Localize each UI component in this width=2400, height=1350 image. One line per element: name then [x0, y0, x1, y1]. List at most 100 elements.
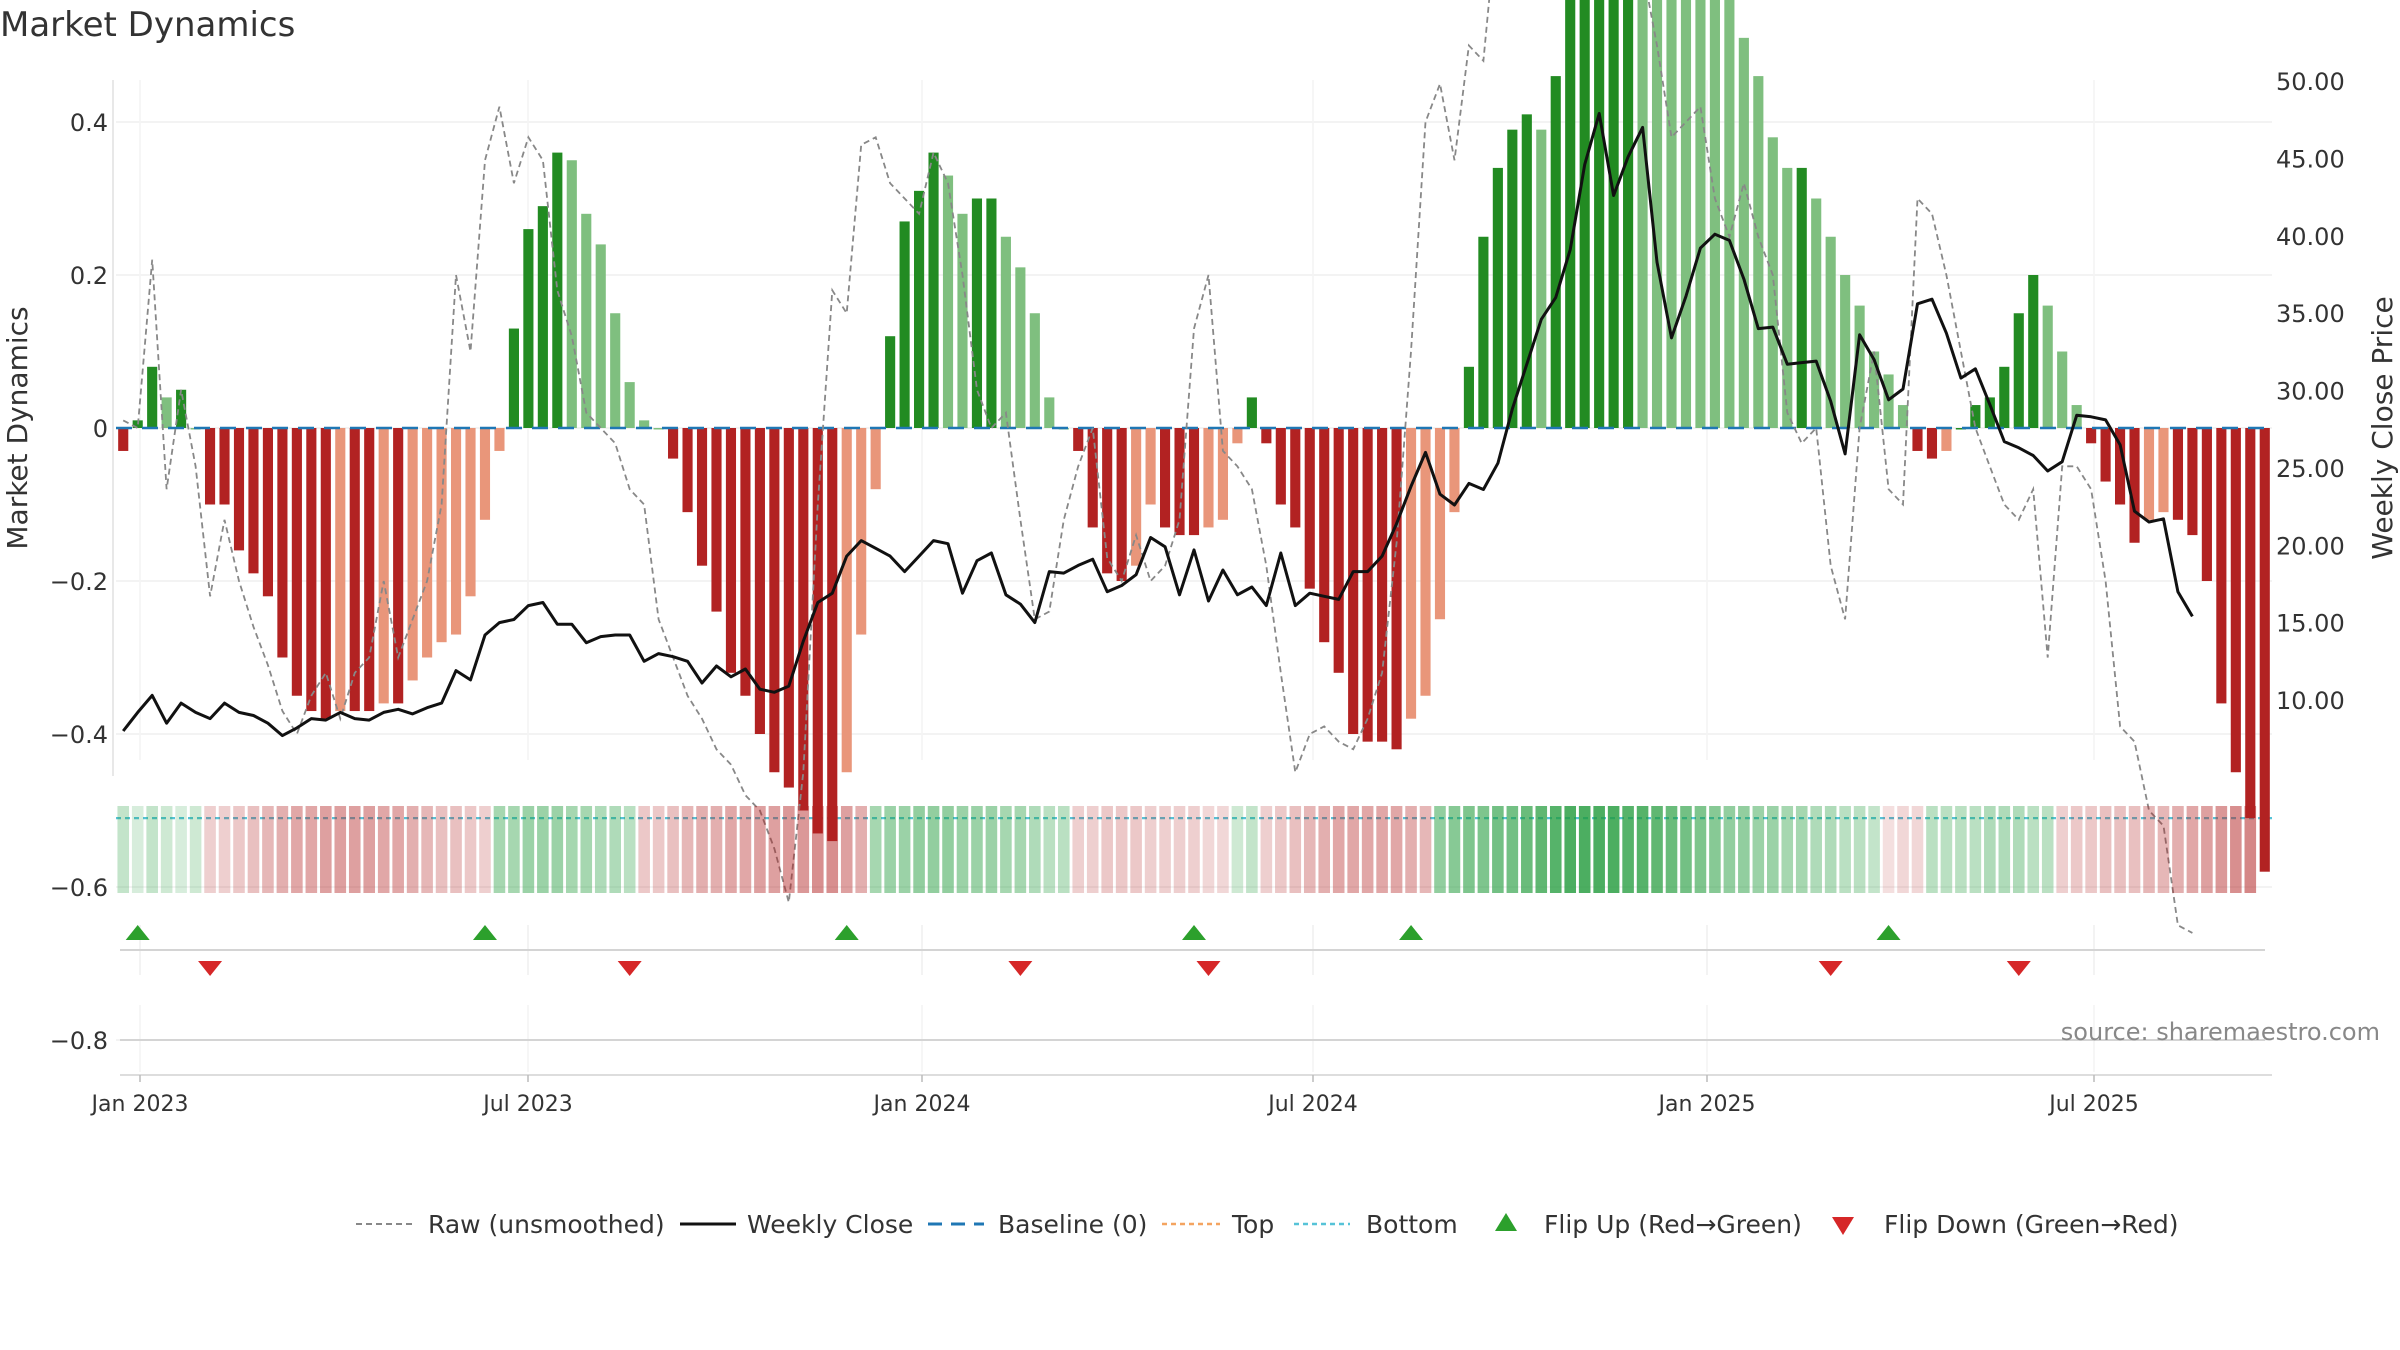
heat-cell — [2056, 806, 2068, 893]
heat-cell — [1173, 806, 1186, 893]
y2-tick-label: 40.00 — [2276, 223, 2345, 251]
x-tick-label: Jul 2024 — [1266, 1092, 1358, 1117]
heat-cell — [754, 806, 766, 893]
heat-cell — [1159, 806, 1171, 893]
dynamics-bar — [248, 428, 259, 574]
heat-cell — [652, 806, 665, 893]
heat-cell — [855, 806, 867, 893]
heat-cell — [1289, 806, 1302, 893]
heat-cell — [1246, 806, 1258, 893]
heat-cell — [233, 806, 245, 893]
heat-cell — [566, 806, 578, 893]
heat-cell — [956, 806, 969, 893]
flip-down-marker — [1818, 961, 1843, 976]
dynamics-bar — [450, 428, 462, 635]
dynamics-bar — [2187, 428, 2198, 536]
dynamics-bar — [2100, 428, 2111, 482]
heat-cell — [464, 806, 477, 893]
heat-cell — [971, 806, 983, 893]
dynamics-bar — [364, 428, 375, 712]
dynamics-bar — [1999, 366, 2010, 428]
dynamics-bar — [1015, 267, 1026, 428]
heat-cell — [797, 806, 810, 893]
heat-cell — [1665, 806, 1678, 893]
heat-cell — [1029, 806, 1041, 893]
dynamics-bar — [1044, 397, 1055, 428]
heat-cell — [2157, 806, 2170, 893]
heat-cell — [1115, 806, 1128, 893]
heat-cell — [840, 806, 853, 893]
heat-cell — [160, 806, 173, 893]
dynamics-bar — [1840, 275, 1851, 428]
heat-cell — [1434, 806, 1446, 893]
heat-cell — [1709, 806, 1721, 893]
heat-cell — [1694, 806, 1707, 893]
dynamics-bar — [1362, 428, 1373, 742]
dynamics-bar — [1608, 0, 1619, 429]
dynamics-bar — [1160, 428, 1171, 528]
dynamics-bar — [393, 428, 404, 704]
dynamics-bar — [1666, 0, 1677, 429]
dynamics-bar — [1854, 305, 1865, 428]
dynamics-bar — [1377, 428, 1388, 742]
heat-cell — [146, 806, 158, 893]
legend-raw-label: Raw (unsmoothed) — [428, 1210, 665, 1239]
heat-cell — [435, 806, 448, 893]
dynamics-bar — [2042, 305, 2053, 428]
heat-cell — [696, 806, 708, 893]
dynamics-bar — [1116, 428, 1127, 581]
heat-cell — [942, 806, 954, 893]
heat-cell — [1000, 806, 1012, 893]
flip-up-marker — [834, 925, 859, 940]
y2-tick-label: 45.00 — [2276, 145, 2345, 173]
heat-cell — [1217, 806, 1229, 893]
flip-down-marker — [198, 961, 223, 976]
flip-panel — [120, 925, 2272, 1076]
dynamics-bar — [2057, 351, 2068, 428]
dynamics-bar — [1825, 236, 1836, 428]
dynamics-bar — [1507, 129, 1518, 428]
dynamics-bar — [291, 428, 302, 696]
heat-cell — [348, 806, 361, 893]
heat-cell — [2128, 806, 2141, 893]
heat-cell — [131, 806, 144, 893]
dynamics-bar — [349, 428, 360, 712]
dynamics-bar — [740, 428, 751, 696]
heat-cell — [1419, 806, 1432, 893]
dynamics-bar — [610, 313, 621, 428]
flip-up-marker — [472, 925, 497, 940]
dynamics-bar — [1782, 167, 1793, 428]
dynamics-bar — [1102, 428, 1113, 574]
dynamics-bar — [1290, 428, 1301, 528]
dynamics-bar — [957, 213, 968, 428]
dynamics-bar — [1724, 0, 1735, 428]
legend-flip-up-label: Flip Up (Red→Green) — [1544, 1210, 1802, 1239]
heat-cell — [1361, 806, 1374, 893]
heat-cell — [927, 806, 940, 893]
dynamics-bar — [1217, 428, 1229, 520]
legend-bottom-label: Bottom — [1366, 1210, 1458, 1239]
heat-cell — [276, 806, 289, 893]
heat-cell — [262, 806, 274, 893]
heat-cell — [1926, 806, 1938, 893]
y-tick-label: −0.6 — [50, 874, 108, 902]
dynamics-bar — [2115, 428, 2126, 505]
dynamics-bar — [841, 428, 852, 773]
heat-cell — [1448, 806, 1461, 893]
heat-cell — [1824, 806, 1837, 893]
dynamics-bar — [147, 366, 158, 428]
heat-cell — [1202, 806, 1215, 893]
heat-cell — [739, 806, 752, 893]
dynamics-bar — [2028, 275, 2039, 428]
heat-cell — [609, 806, 621, 893]
heat-cell — [291, 806, 303, 893]
dynamics-bar — [1738, 37, 1749, 428]
heat-cell — [1405, 806, 1417, 893]
dynamics-bar — [783, 428, 794, 788]
heat-cell — [1390, 806, 1403, 893]
heat-cell — [406, 806, 419, 893]
heat-cell — [247, 806, 260, 893]
dynamics-bar — [118, 428, 129, 451]
close-line-group — [122, 112, 2194, 738]
heat-cell — [2215, 806, 2228, 893]
